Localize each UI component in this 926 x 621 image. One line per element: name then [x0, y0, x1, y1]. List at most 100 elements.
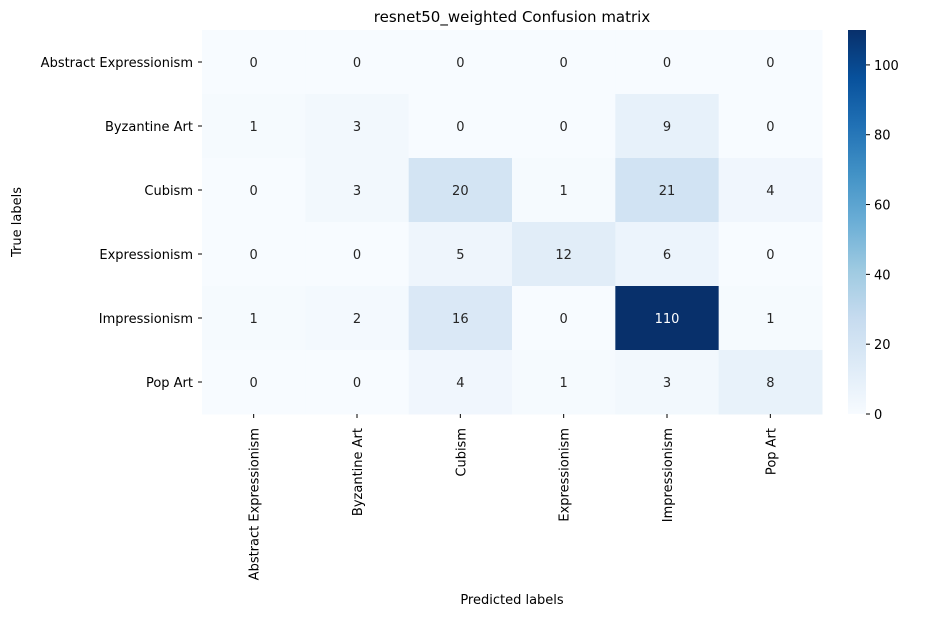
- heatmap-cell: [512, 350, 616, 415]
- cell-value-label: 1: [766, 312, 774, 327]
- colorbar-tick-label: 80: [874, 129, 891, 144]
- cell-value-label: 20: [452, 184, 469, 199]
- cell-value-label: 0: [766, 120, 774, 135]
- colorbar-tick-label: 40: [874, 268, 891, 283]
- heatmap-cell: [615, 94, 720, 159]
- heatmap-cell: [202, 350, 306, 415]
- cell-value-label: 1: [250, 312, 258, 327]
- y-tick-label: Expressionism: [99, 248, 193, 263]
- cell-value-label: 1: [560, 376, 568, 391]
- cell-value-label: 0: [250, 248, 258, 263]
- x-axis-ticks: Abstract Expressionism Byzantine Art Cubis…: [248, 414, 779, 580]
- cell-value-label: 12: [555, 248, 572, 263]
- y-tick-label: Cubism: [144, 184, 193, 199]
- cell-value-label: 0: [250, 184, 258, 199]
- cell-value-label: 6: [663, 248, 671, 263]
- x-tick-label: Cubism: [454, 428, 469, 477]
- colorbar-tick-label: 20: [874, 338, 891, 353]
- cell-value-label: 1: [560, 184, 568, 199]
- heatmap-cell: [615, 30, 720, 95]
- x-tick-label: Pop Art: [764, 428, 779, 475]
- y-tick-label: Abstract Expressionism: [41, 56, 193, 71]
- cell-value-label: 3: [353, 120, 361, 135]
- heatmap-cell: [408, 222, 513, 287]
- heatmap-cell: [718, 350, 823, 415]
- heatmap-cell: [202, 222, 306, 287]
- heatmap-cell: [718, 158, 823, 223]
- cell-value-label: 8: [766, 376, 774, 391]
- heatmap-cell: [512, 94, 616, 159]
- x-tick-label: Abstract Expressionism: [248, 428, 263, 580]
- heatmap-cell: [512, 286, 616, 351]
- colorbar-ticks: 0 20 40 60 80 100: [866, 59, 899, 423]
- x-axis-label: Predicted labels: [460, 593, 564, 608]
- cell-value-label: 0: [456, 56, 464, 71]
- heatmap-cell: [408, 158, 513, 223]
- heatmap-cell: [512, 30, 616, 95]
- heatmap-cell: [512, 222, 616, 287]
- heatmap-cell: [408, 350, 513, 415]
- heatmap-cell: [305, 286, 410, 351]
- colorbar-tick-label: 0: [874, 408, 882, 423]
- heatmap-cell: [408, 94, 513, 159]
- heatmap-cell: [718, 286, 823, 351]
- cell-value-label: 0: [560, 312, 568, 327]
- cell-value-label: 9: [663, 120, 671, 135]
- y-axis-label: True labels: [10, 187, 25, 258]
- heatmap-cell: [202, 94, 306, 159]
- cell-value-label: 4: [456, 376, 464, 391]
- cell-value-label: 16: [452, 312, 469, 327]
- heatmap-cell: [202, 30, 306, 95]
- heatmap-cells: [202, 30, 823, 415]
- cell-value-label: 0: [456, 120, 464, 135]
- heatmap-cell: [718, 30, 823, 95]
- heatmap-cell: [615, 222, 720, 287]
- heatmap-cell: [202, 158, 306, 223]
- cell-value-label: 0: [560, 56, 568, 71]
- cell-value-label: 1: [250, 120, 258, 135]
- cell-value-label: 0: [766, 248, 774, 263]
- y-tick-label: Impressionism: [99, 312, 193, 327]
- colorbar-tick-label: 60: [874, 199, 891, 214]
- cell-value-label: 110: [655, 312, 680, 327]
- cell-value-label: 0: [250, 56, 258, 71]
- colorbar: [848, 30, 866, 414]
- cell-value-label: 0: [353, 56, 361, 71]
- heatmap-cell: [305, 30, 410, 95]
- x-tick-label: Impressionism: [661, 428, 676, 522]
- heatmap-cell: [408, 286, 513, 351]
- cell-value-label: 21: [659, 184, 676, 199]
- y-tick-label: Byzantine Art: [105, 120, 193, 135]
- x-tick-label: Byzantine Art: [351, 428, 366, 516]
- heatmap-cell: [615, 158, 720, 223]
- heatmap-cell: [512, 158, 616, 223]
- cell-value-label: 4: [766, 184, 774, 199]
- heatmap-cell: [305, 158, 410, 223]
- heatmap-cell: [408, 30, 513, 95]
- cell-value-label: 0: [353, 376, 361, 391]
- chart-title: resnet50_weighted Confusion matrix: [374, 8, 651, 27]
- cell-labels: 0 0 0 0 0 01 3 0 0 9 00 3 20 1 21 40 0 5 12 6 01 2 16 0 110 10 0 4 1…: [250, 56, 775, 391]
- x-tick-label: Expressionism: [558, 428, 573, 522]
- y-axis-ticks: Abstract Expressionism Byzantine Art Cubis…: [41, 56, 202, 391]
- cell-value-label: 0: [766, 56, 774, 71]
- heatmap-cell: [615, 286, 720, 351]
- heatmap-cell: [305, 222, 410, 287]
- heatmap-cell: [718, 94, 823, 159]
- cell-value-label: 0: [560, 120, 568, 135]
- cell-value-label: 2: [353, 312, 361, 327]
- cell-value-label: 5: [456, 248, 464, 263]
- cell-value-label: 0: [250, 376, 258, 391]
- heatmap-cell: [202, 286, 306, 351]
- cell-value-label: 3: [353, 184, 361, 199]
- colorbar-tick-label: 100: [874, 59, 899, 74]
- heatmap-cell: [718, 222, 823, 287]
- y-tick-label: Pop Art: [146, 376, 193, 391]
- cell-value-label: 0: [353, 248, 361, 263]
- heatmap-cell: [615, 350, 720, 415]
- cell-value-label: 0: [663, 56, 671, 71]
- heatmap-cell: [305, 94, 410, 159]
- cell-value-label: 3: [663, 376, 671, 391]
